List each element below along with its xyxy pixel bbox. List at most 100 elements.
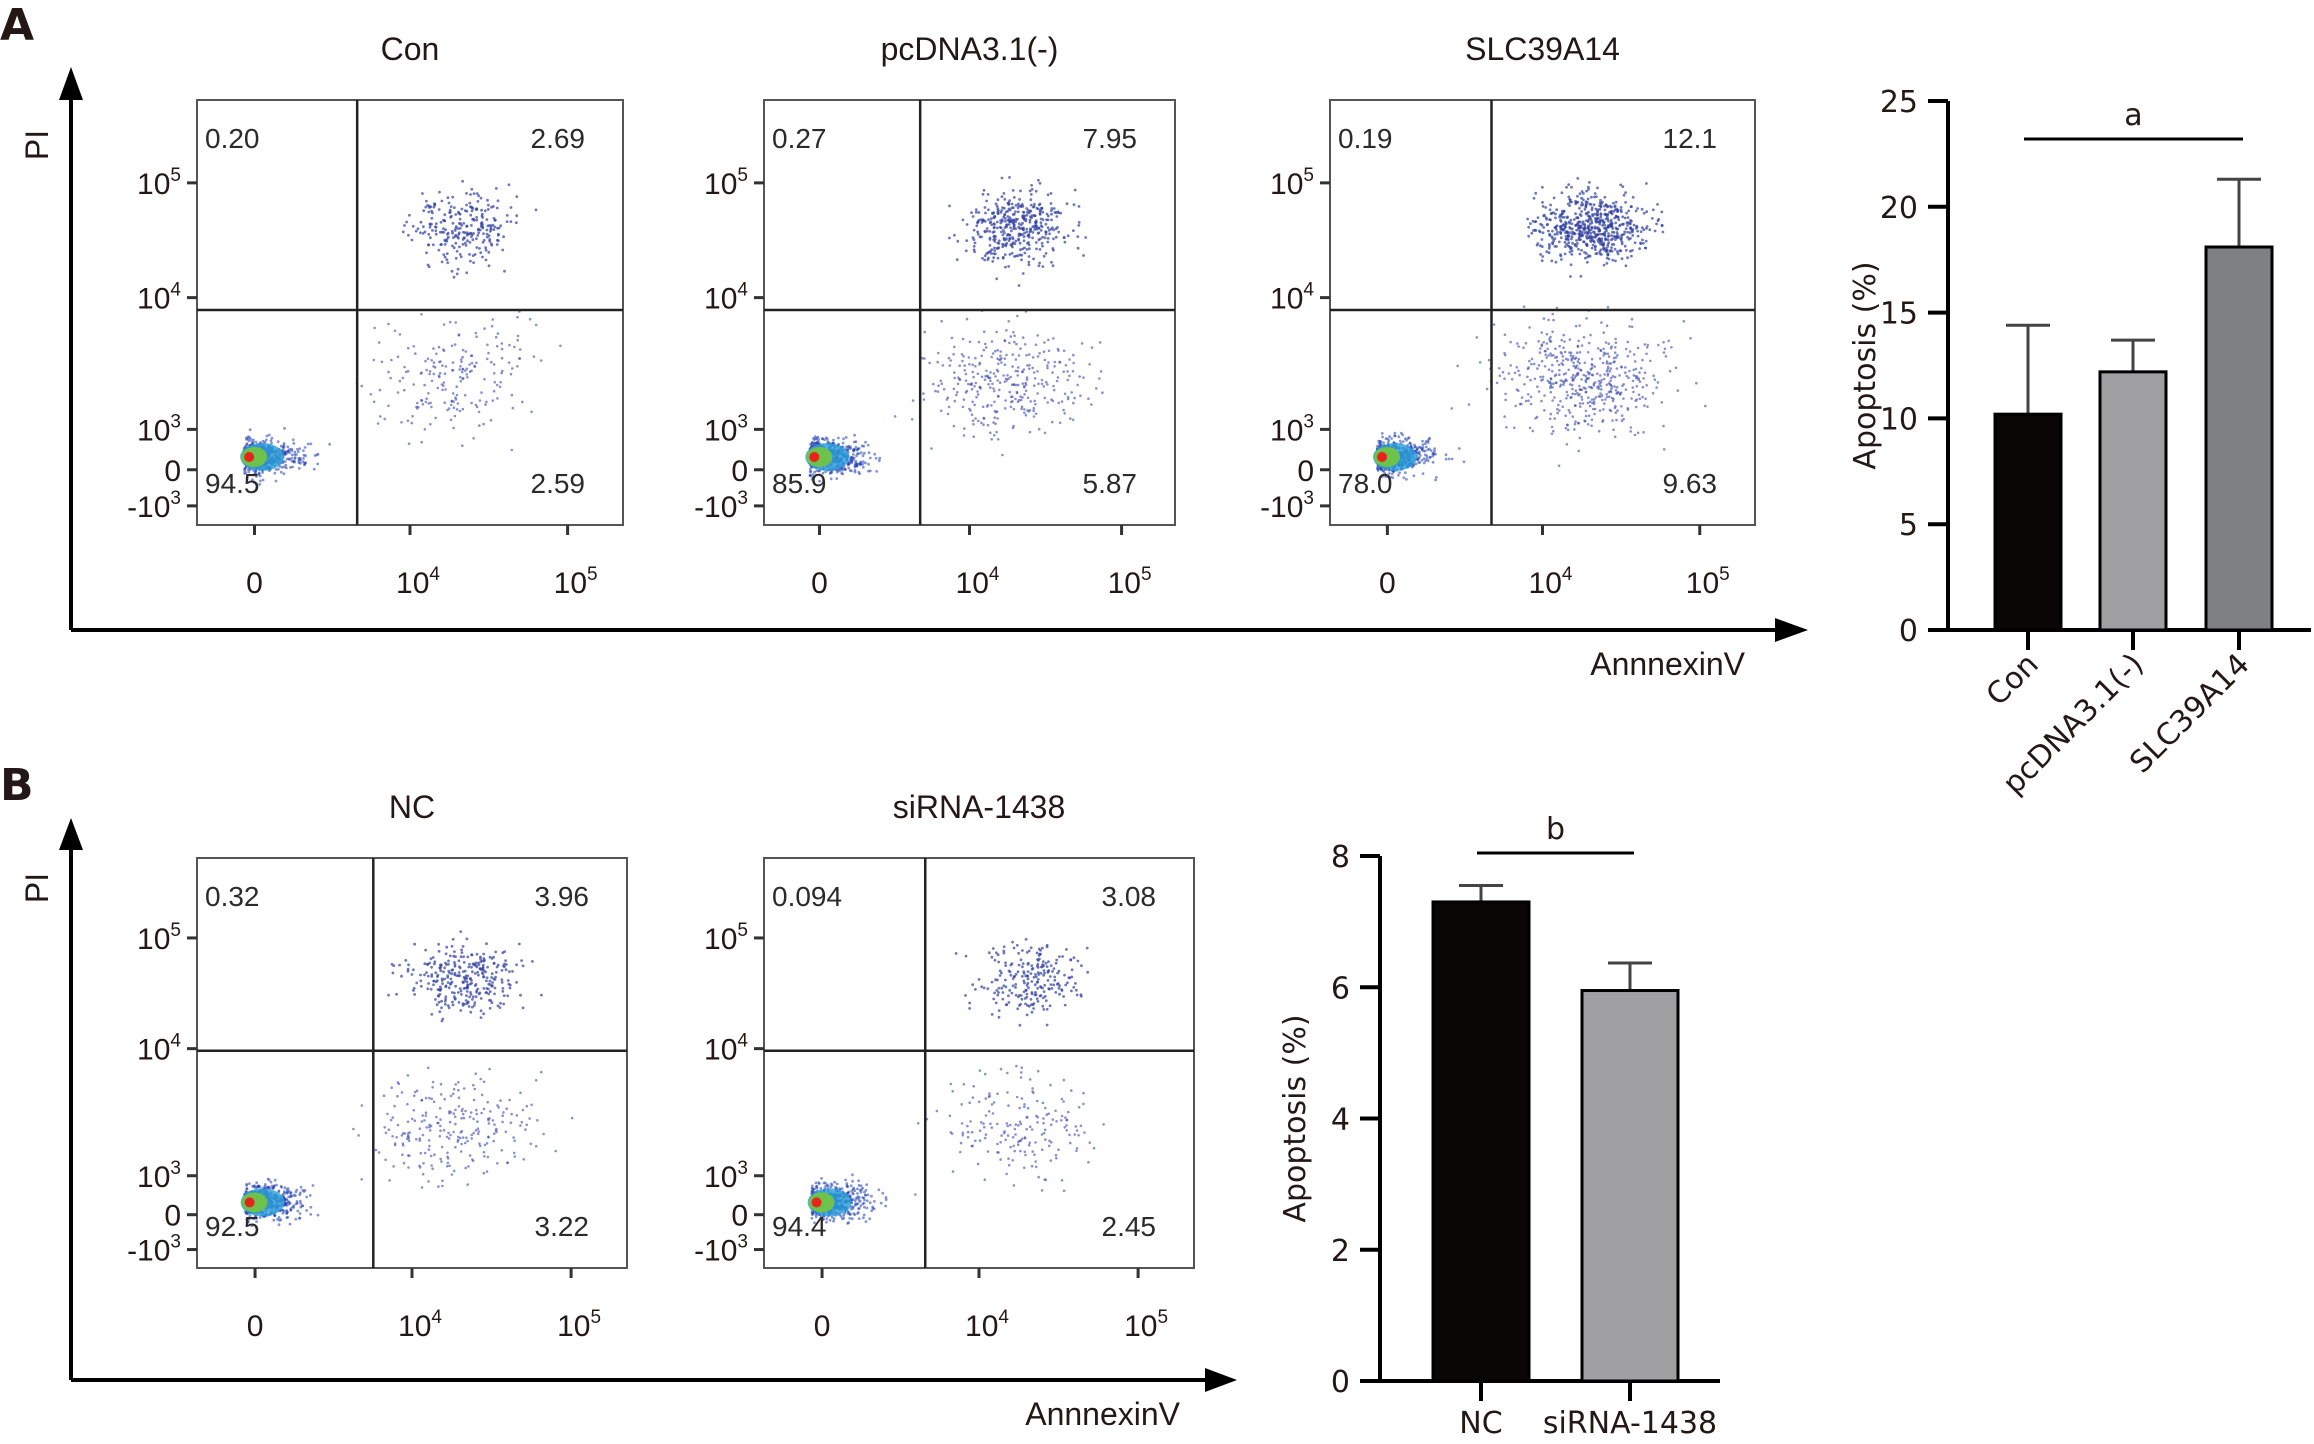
event-dot: [1603, 373, 1606, 376]
event-dot: [457, 210, 460, 214]
event-dot: [1587, 341, 1591, 345]
event-dot: [973, 241, 977, 245]
event-dot: [431, 956, 435, 959]
event-dot: [1653, 229, 1657, 233]
event-dot: [863, 451, 866, 455]
event-dot: [1578, 230, 1582, 234]
event-dot: [528, 1117, 531, 1120]
event-dot: [1645, 346, 1649, 349]
event-dot: [1580, 395, 1583, 399]
event-dot: [1016, 206, 1020, 210]
event-dot: [1377, 444, 1381, 448]
event-dot: [953, 399, 957, 403]
event-dot: [1539, 222, 1542, 226]
event-dot: [852, 448, 855, 452]
event-dot: [988, 230, 992, 233]
event-dot: [1033, 377, 1037, 380]
event-dot: [1550, 259, 1554, 263]
event-dot: [250, 478, 254, 481]
event-dot: [1570, 227, 1574, 231]
event-dot: [1529, 222, 1532, 226]
event-dot: [1099, 370, 1103, 373]
flow-plot-title: pcDNA3.1(-): [881, 31, 1059, 67]
event-dot: [1541, 231, 1545, 235]
event-dot: [1570, 222, 1574, 226]
event-dot: [848, 469, 852, 472]
event-dot: [1005, 237, 1008, 241]
event-dot: [1047, 361, 1050, 364]
event-dot: [1010, 383, 1014, 387]
event-dot: [979, 387, 982, 390]
event-dot: [480, 208, 483, 212]
event-dot: [1590, 363, 1593, 366]
event-dot: [1634, 405, 1638, 409]
event-dot: [1007, 320, 1010, 323]
event-dot: [1619, 183, 1623, 187]
event-dot: [382, 1094, 386, 1097]
event-dot: [1613, 385, 1616, 388]
event-dot: [477, 227, 480, 231]
event-dot: [989, 252, 993, 255]
event-dot: [436, 386, 440, 390]
event-dot: [1022, 368, 1026, 371]
event-dot: [475, 237, 478, 241]
event-dot: [421, 1114, 425, 1117]
event-dot: [482, 1080, 486, 1084]
event-dot: [1552, 382, 1555, 385]
event-dot: [988, 376, 992, 380]
event-dot: [1593, 397, 1596, 401]
event-dot: [1625, 374, 1628, 378]
event-dot: [1587, 414, 1591, 418]
event-dot: [1579, 368, 1582, 372]
event-dot: [1571, 241, 1574, 245]
event-dot: [1633, 241, 1637, 245]
event-dot: [443, 372, 447, 376]
event-dot: [451, 392, 455, 395]
y-tick-label: 0: [1297, 455, 1314, 488]
event-dot: [1592, 407, 1595, 411]
event-dot: [508, 1098, 511, 1102]
event-dot: [485, 1170, 489, 1173]
event-dot: [1098, 377, 1101, 380]
event-dot: [492, 228, 496, 232]
event-dot: [1559, 218, 1562, 222]
event-dot: [1551, 386, 1554, 389]
event-dot: [1022, 384, 1026, 388]
event-dot: [852, 453, 855, 456]
event-dot: [495, 344, 499, 348]
event-dot: [1054, 227, 1058, 231]
event-dot: [1031, 356, 1035, 359]
event-dot: [1023, 408, 1026, 411]
event-dot: [482, 1171, 486, 1175]
event-dot: [986, 374, 989, 378]
event-dot: [452, 275, 456, 279]
event-dot: [1578, 252, 1582, 256]
event-dot: [396, 391, 400, 394]
event-dot: [507, 183, 511, 187]
event-dot: [1606, 217, 1610, 221]
event-dot: [1072, 229, 1075, 233]
event-dot: [1003, 226, 1007, 229]
event-dot: [981, 192, 985, 196]
event-dot: [1005, 233, 1009, 237]
event-dot: [1003, 339, 1007, 343]
event-dot: [1574, 212, 1577, 216]
event-dot: [518, 357, 521, 360]
event-dot: [1616, 250, 1619, 254]
x-tick-label: 105: [1686, 564, 1730, 600]
event-dot: [1016, 210, 1020, 214]
event-dot: [420, 371, 423, 375]
event-dot: [962, 355, 965, 358]
event-dot: [488, 239, 492, 243]
event-dot: [267, 433, 271, 437]
event-dot: [1028, 218, 1032, 222]
tick-exponent: 3: [170, 411, 181, 432]
event-dot: [434, 222, 438, 226]
event-dot: [481, 225, 484, 229]
event-dot: [259, 479, 262, 483]
event-dot: [999, 219, 1002, 222]
tick-base: 10: [137, 283, 170, 316]
event-dot: [441, 1184, 444, 1188]
event-dot: [1055, 379, 1059, 383]
